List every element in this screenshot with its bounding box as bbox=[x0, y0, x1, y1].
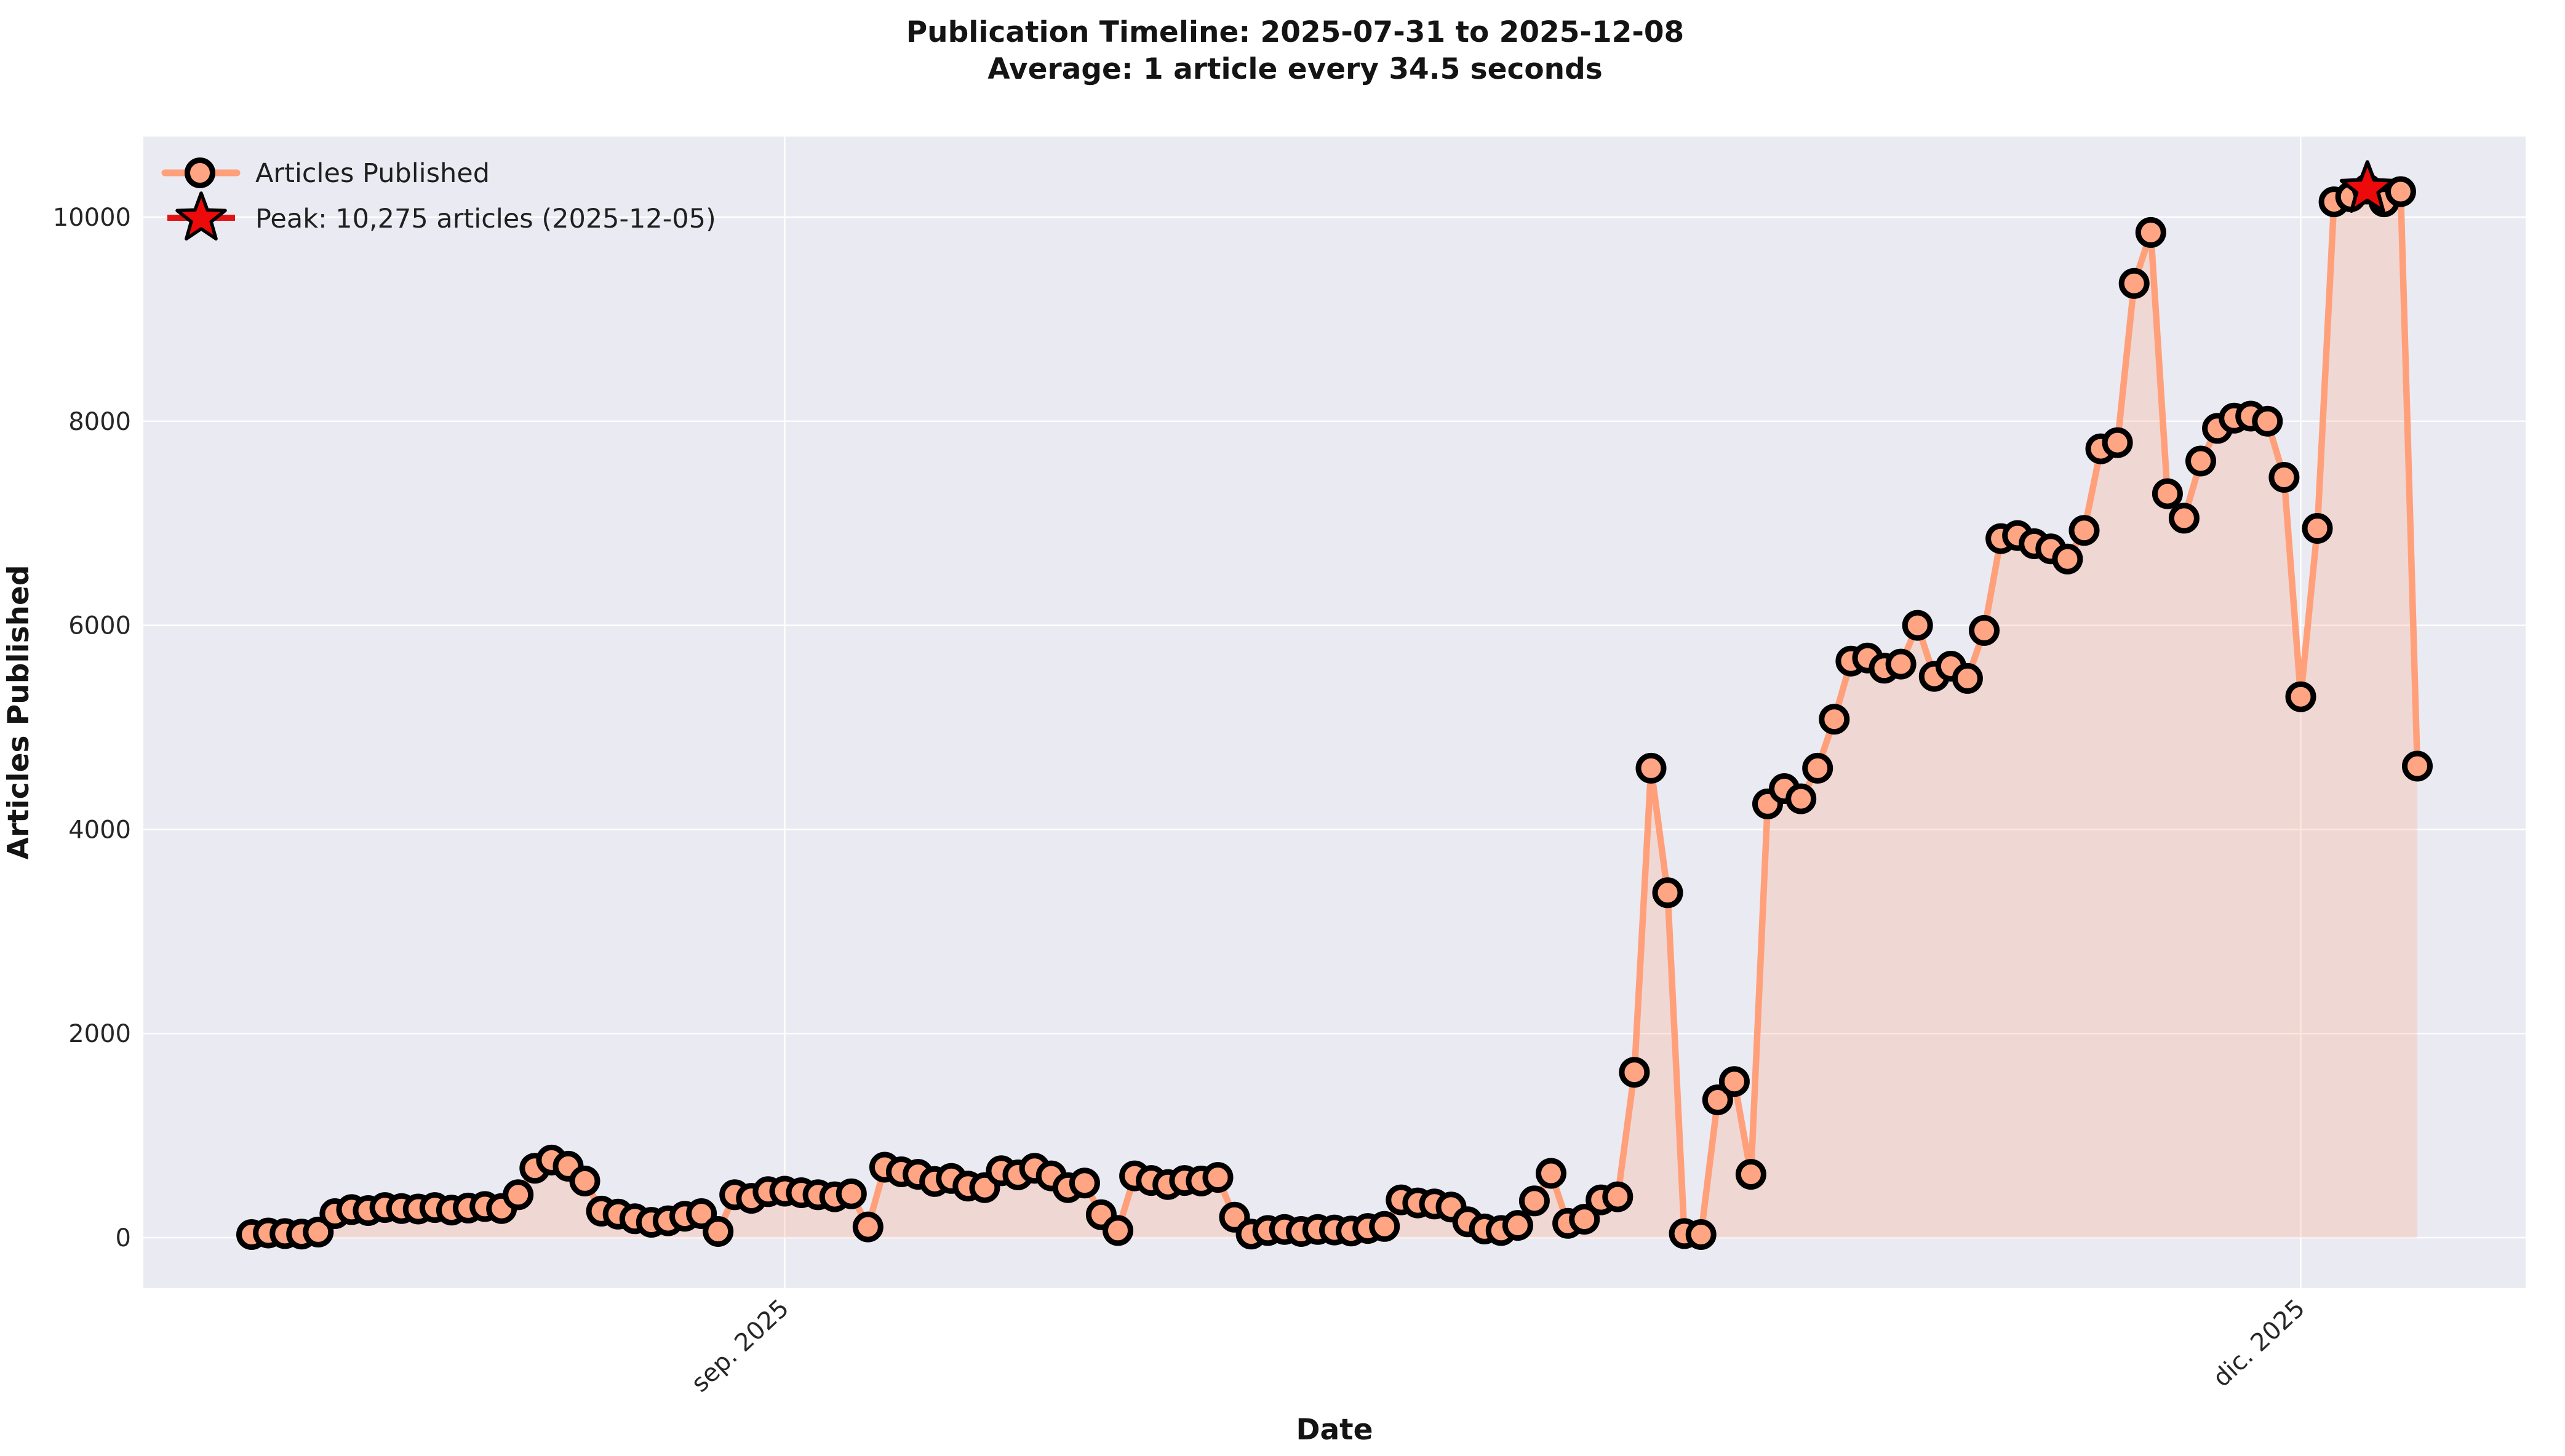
y-tick-label: 0 bbox=[116, 1224, 131, 1252]
data-point-marker bbox=[1569, 1204, 1600, 1235]
data-point-marker bbox=[2252, 405, 2283, 437]
data-point-marker bbox=[1785, 783, 1817, 814]
data-point-marker bbox=[1902, 610, 1933, 641]
data-point-marker bbox=[1069, 1168, 1100, 1199]
y-tick-label: 8000 bbox=[68, 408, 131, 436]
x-gridlines bbox=[784, 137, 2302, 1288]
data-point-marker bbox=[1502, 1210, 1533, 1241]
y-tick-label: 2000 bbox=[68, 1020, 131, 1048]
data-point-marker bbox=[2285, 681, 2316, 712]
data-point-marker bbox=[1718, 1066, 1750, 1097]
data-point-marker bbox=[2402, 750, 2433, 782]
x-tick-labels: sep. 2025 dic. 2025 bbox=[686, 1294, 2310, 1398]
data-point-marker bbox=[1969, 615, 2000, 646]
data-point-marker bbox=[1819, 704, 1850, 735]
data-point-marker bbox=[1652, 877, 1683, 909]
data-point-marker bbox=[1802, 752, 1833, 784]
data-point-marker bbox=[1735, 1159, 1766, 1190]
data-point-marker bbox=[852, 1211, 884, 1243]
data-point-marker bbox=[2068, 515, 2100, 546]
y-gridlines bbox=[143, 216, 2526, 1239]
data-point-marker bbox=[2152, 478, 2183, 509]
y-tick-label: 6000 bbox=[68, 612, 131, 640]
data-point-marker bbox=[2185, 445, 2216, 477]
data-point-marker bbox=[1103, 1215, 1133, 1246]
legend: Articles Published Peak: 10,275 articles… bbox=[161, 157, 716, 241]
y-tick-labels: 0 2000 4000 6000 8000 10000 bbox=[53, 204, 131, 1252]
x-tick-label: sep. 2025 bbox=[686, 1294, 794, 1398]
data-point-marker bbox=[1536, 1158, 1566, 1189]
data-point-marker bbox=[1635, 752, 1667, 784]
data-point-marker bbox=[1202, 1162, 1234, 1193]
data-point-marker bbox=[2302, 513, 2333, 544]
legend-peak-marker bbox=[167, 191, 235, 241]
data-point-marker bbox=[2268, 462, 2300, 493]
data-point-marker bbox=[1518, 1185, 1550, 1217]
data-point-marker bbox=[303, 1216, 334, 1247]
y-tick-label: 4000 bbox=[68, 816, 131, 844]
legend-series-marker bbox=[161, 157, 241, 188]
data-point-marker bbox=[1685, 1219, 1717, 1250]
peak-marker-layer bbox=[2339, 160, 2395, 213]
data-point-markers bbox=[236, 173, 2433, 1250]
legend-peak-label: Peak: 10,275 articles (2025-12-05) bbox=[255, 204, 716, 234]
data-point-marker bbox=[2118, 268, 2150, 299]
legend-series-label: Articles Published bbox=[255, 158, 490, 189]
y-axis-label: Articles Published bbox=[2, 565, 36, 859]
y-tick-label: 10000 bbox=[53, 204, 131, 232]
chart-subtitle: Average: 1 article every 34.5 seconds bbox=[987, 52, 1603, 86]
data-point-marker bbox=[2052, 543, 2083, 575]
data-point-marker bbox=[703, 1216, 734, 1247]
x-axis-label: Date bbox=[1296, 1413, 1373, 1447]
area-fill-layer bbox=[252, 189, 2417, 1238]
data-point-marker bbox=[503, 1179, 534, 1211]
data-point-marker bbox=[1702, 1084, 1733, 1115]
chart-title: Publication Timeline: 2025-07-31 to 2025… bbox=[906, 15, 1685, 49]
data-point-marker bbox=[1952, 662, 1983, 694]
data-point-marker bbox=[1369, 1211, 1400, 1242]
data-point-marker bbox=[2168, 503, 2200, 534]
data-point-marker bbox=[836, 1178, 867, 1209]
data-point-marker bbox=[1602, 1181, 1634, 1212]
peak-star-marker bbox=[2339, 160, 2395, 213]
data-point-marker bbox=[2135, 217, 2166, 248]
data-point-marker bbox=[2385, 176, 2416, 207]
data-point-marker bbox=[1885, 648, 1917, 680]
data-point-marker bbox=[1619, 1057, 1650, 1088]
area-fill bbox=[252, 189, 2417, 1238]
x-tick-label: dic. 2025 bbox=[2208, 1294, 2310, 1393]
data-point-marker bbox=[2102, 427, 2133, 458]
data-point-marker bbox=[569, 1165, 600, 1196]
data-point-marker bbox=[686, 1198, 717, 1229]
